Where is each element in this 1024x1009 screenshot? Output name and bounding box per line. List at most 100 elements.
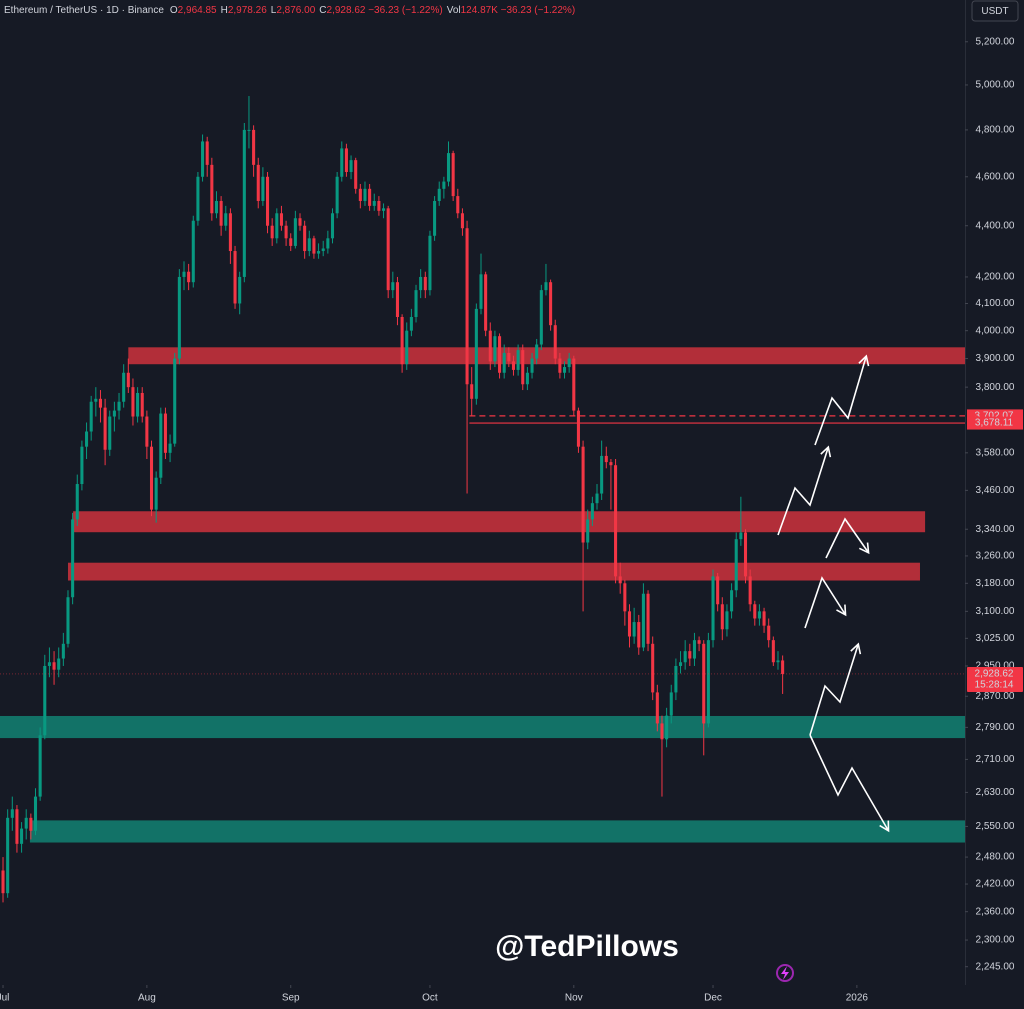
candle-body <box>725 611 729 630</box>
candle-body <box>149 446 154 510</box>
candle-body <box>103 407 107 450</box>
candle-body <box>1 870 5 894</box>
candle-body <box>52 662 56 670</box>
candle-body <box>214 200 219 214</box>
currency[interactable]: USDT <box>981 6 1008 17</box>
candle-body <box>470 384 474 399</box>
levels <box>0 415 965 675</box>
candle-body <box>702 643 706 724</box>
candle-body <box>284 225 288 239</box>
arrow-down <box>804 576 847 629</box>
candle-body <box>437 188 441 201</box>
candle-body <box>312 238 316 254</box>
candle-body <box>456 196 460 214</box>
candle-body <box>521 350 525 385</box>
candle-body <box>706 640 710 724</box>
y-tick-label: 3,100.00 <box>976 606 1015 617</box>
x-tick-label: Dec <box>704 993 722 1004</box>
candle-body <box>507 352 511 362</box>
candle-body <box>595 493 599 504</box>
level-label: 3,702.07 <box>975 411 1014 422</box>
candle-body <box>252 129 256 165</box>
candle-body <box>15 809 19 844</box>
y-tick-label: 2,630.00 <box>976 787 1015 798</box>
candle-body <box>576 410 580 447</box>
candle-body <box>321 248 325 252</box>
candle-body <box>80 446 84 485</box>
y-tick-label: 2,480.00 <box>976 852 1015 863</box>
zone <box>128 347 965 365</box>
candle-body <box>177 276 181 359</box>
candle-body <box>400 316 404 365</box>
candle-body <box>293 218 297 246</box>
candle-body <box>419 276 423 291</box>
candle-body <box>238 276 242 304</box>
candle-body <box>395 282 399 317</box>
currency-button[interactable] <box>971 0 1019 22</box>
price-axis: 5,200.00 5,000.00 4,800.00 4,600.00 4,400.00… <box>965 36 1023 972</box>
logo-ring <box>776 964 794 982</box>
last-price-tag <box>967 666 1023 692</box>
candle-body <box>511 361 516 370</box>
candle-body <box>201 141 205 177</box>
candle-body <box>665 715 669 740</box>
candle-body <box>182 271 186 277</box>
candle-body <box>618 576 622 584</box>
logo-bolt <box>781 966 789 980</box>
candle-body <box>386 208 390 291</box>
y-tick-label: 4,600.00 <box>976 171 1015 182</box>
candle-body <box>493 336 497 362</box>
candle-body <box>303 225 307 252</box>
y-tick-label: 3,340.00 <box>976 524 1015 535</box>
candle-body <box>191 220 195 283</box>
candle-body <box>349 160 353 172</box>
candle-body <box>75 484 79 520</box>
candle-body <box>61 643 65 659</box>
ohlc-label: C <box>319 5 326 16</box>
y-tick-label: 5,000.00 <box>976 80 1015 91</box>
candle-body <box>57 658 61 670</box>
y-tick-label: 3,180.00 <box>976 578 1015 589</box>
candle-body <box>363 188 367 201</box>
candle-body <box>451 153 455 197</box>
candle-body <box>270 225 274 239</box>
candle-body <box>655 692 659 724</box>
candle-body <box>187 271 191 283</box>
y-tick-label: 2,550.00 <box>976 821 1015 832</box>
y-tick-label: 4,100.00 <box>976 298 1015 309</box>
candle-body <box>256 164 260 201</box>
candle-body <box>344 148 348 172</box>
candle-body <box>38 735 42 797</box>
candle-body <box>289 238 293 246</box>
candle-body <box>247 129 251 131</box>
candle-body <box>590 503 594 520</box>
candle-body <box>6 817 10 894</box>
candle-body <box>126 372 130 388</box>
candle-body <box>224 213 228 226</box>
candle-body <box>757 611 761 619</box>
candle-body <box>154 477 158 510</box>
candle-body <box>581 446 585 543</box>
y-tick-label: 3,800.00 <box>976 382 1015 393</box>
candle-body <box>219 200 223 226</box>
candle-body <box>233 251 237 304</box>
ohlc-value: 2,876.00 <box>276 5 315 16</box>
candle-body <box>743 532 748 577</box>
candle-body <box>47 662 51 666</box>
candle-body <box>484 274 488 331</box>
symbol: Ethereum / TetherUS · 1D · Binance <box>4 5 164 16</box>
ohlc-label: Vol <box>447 5 461 16</box>
y-tick-label: 3,460.00 <box>976 485 1015 496</box>
last-price-label: 2,928.62 <box>975 669 1014 680</box>
candle-body <box>382 208 386 211</box>
candle-body <box>275 213 279 239</box>
candle-body <box>89 401 93 432</box>
candle-body <box>368 188 372 206</box>
candle-body <box>535 344 539 359</box>
candle-body <box>33 796 38 831</box>
arrow-up <box>777 445 832 536</box>
x-tick-label: Aug <box>138 993 156 1004</box>
candle-body <box>516 350 520 370</box>
